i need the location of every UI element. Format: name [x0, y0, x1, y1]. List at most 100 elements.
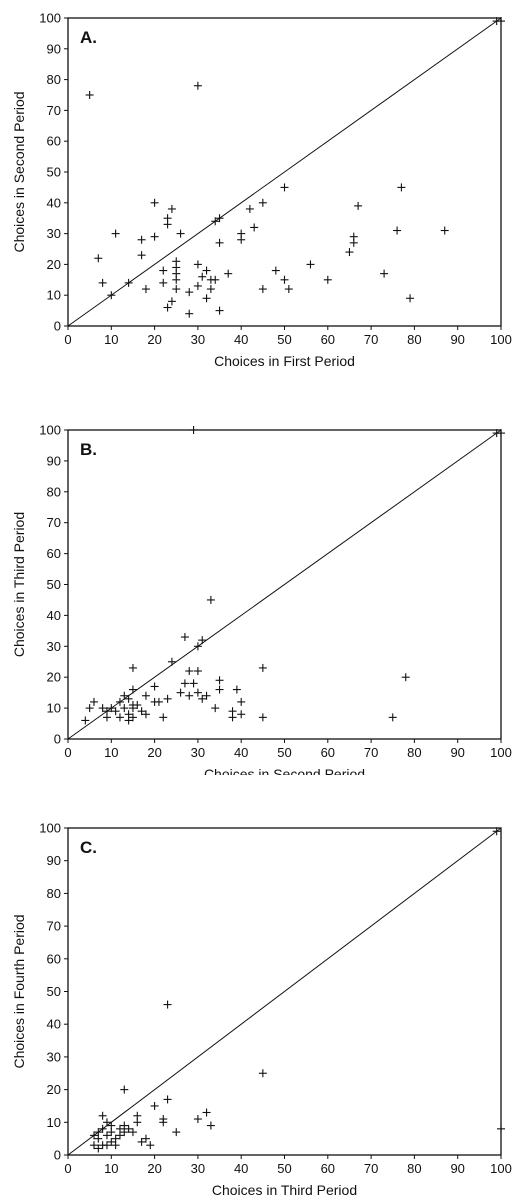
- panel-2-data-point: [102, 707, 111, 716]
- panel-2-data-point: [228, 713, 237, 722]
- panel-2-data-point: [189, 426, 198, 434]
- panel-2-data-point: [141, 691, 150, 700]
- panel-2-data-point: [202, 691, 211, 700]
- panel-1-data-point: [198, 272, 207, 281]
- panel-1-y-tick-label: 30: [47, 226, 61, 241]
- panel-1-y-tick-label: 40: [47, 195, 61, 210]
- panel-2-y-tick-label: 80: [47, 484, 61, 499]
- panel-1-data-point: [397, 183, 406, 192]
- panel-1-data-point: [440, 226, 449, 235]
- panel-1-data-point: [245, 204, 254, 213]
- panel-2-data-point: [198, 694, 207, 703]
- panel-2-data-point: [124, 694, 133, 703]
- panel-1-data-point: [137, 251, 146, 260]
- panel-3-data-point: [128, 1128, 137, 1137]
- panel-1-data-point: [306, 260, 315, 269]
- panel-1-data-point: [211, 275, 220, 284]
- panel-1-y-tick-label: 10: [47, 288, 61, 303]
- panel-1-y-tick-label: 80: [47, 72, 61, 87]
- panel-1-data-point: [94, 254, 103, 263]
- panel-2-data-point: [163, 694, 172, 703]
- panel-2-x-tick-label: 100: [490, 745, 512, 760]
- panel-2-data-point: [206, 595, 215, 604]
- panel-1-data-point: [345, 248, 354, 257]
- panel-3-y-tick-label: 30: [47, 1049, 61, 1064]
- panel-2-x-tick-label: 30: [191, 745, 205, 760]
- panel-3-x-tick-label: 20: [147, 1161, 161, 1176]
- panel-2-data-point: [497, 429, 505, 438]
- panel-1-data-point: [224, 269, 233, 278]
- panel-1-data-point: [98, 278, 107, 287]
- panel-1-data-point: [176, 229, 185, 238]
- panel-1-y-tick-label: 90: [47, 41, 61, 56]
- panel-2-y-tick-label: 90: [47, 453, 61, 468]
- panel-2-y-tick-label: 30: [47, 639, 61, 654]
- panel-1-data-point: [215, 214, 224, 223]
- panel-2-x-tick-label: 70: [364, 745, 378, 760]
- panel-1-data-point: [497, 17, 505, 26]
- panel-3-data-point: [120, 1128, 129, 1137]
- panel-2-data-point: [133, 701, 142, 710]
- panel-1-data-point: [172, 285, 181, 294]
- panel-2-data-point: [401, 673, 410, 682]
- panel-2-data-point: [141, 710, 150, 719]
- panel-2-data-point: [211, 704, 220, 713]
- panel-2-x-axis-label: Choices in Second Period: [204, 766, 365, 775]
- panel-1-x-tick-label: 90: [450, 332, 464, 347]
- panel-2-y-tick-label: 40: [47, 608, 61, 623]
- panel-3-data-point: [98, 1124, 107, 1133]
- panel-3-data-point: [120, 1085, 129, 1094]
- panel-1-panel-label: A.: [80, 28, 97, 47]
- panel-3-x-tick-label: 60: [321, 1161, 335, 1176]
- panel-3-data-point: [133, 1118, 142, 1127]
- panel-1-data-point: [107, 291, 116, 300]
- panel-1-data-point: [172, 275, 181, 284]
- panel-3-y-tick-label: 20: [47, 1082, 61, 1097]
- panel-1-data-point: [85, 91, 94, 99]
- panel-3-y-tick-label: 90: [47, 853, 61, 868]
- panel-1-data-point: [185, 288, 194, 297]
- panel-1-identity-line: [67, 17, 502, 327]
- panel-1-data-point: [215, 306, 224, 315]
- panel-1-y-axis-label: Choices in Second Period: [11, 91, 27, 252]
- panel-2-data-point: [388, 713, 397, 722]
- panel-3-y-tick-label: 10: [47, 1115, 61, 1130]
- panel-2-data-point: [185, 691, 194, 700]
- panel-3-data-point: [89, 1141, 98, 1150]
- panel-3-y-tick-label: 40: [47, 1017, 61, 1032]
- panel-1-data-point: [111, 229, 120, 238]
- panel-3-data-point: [98, 1111, 107, 1120]
- panel-2-y-tick-label: 60: [47, 546, 61, 561]
- panel-3-data-point: [497, 1124, 505, 1133]
- panel-1-data-point: [163, 220, 172, 229]
- panel-1-data-point: [137, 235, 146, 244]
- panel-3-x-tick-label: 10: [104, 1161, 118, 1176]
- panel-1-data-point: [150, 232, 159, 241]
- panel-1-x-tick-label: 0: [64, 332, 71, 347]
- panel-2-x-tick-label: 40: [234, 745, 248, 760]
- panel-3-x-axis-label: Choices in Third Period: [212, 1182, 357, 1197]
- panel-2-data-point: [128, 713, 137, 722]
- panel-1-x-tick-label: 10: [104, 332, 118, 347]
- panel-1-data-point: [349, 238, 358, 247]
- panel-1-y-tick-label: 100: [39, 11, 61, 26]
- panel-1-data-point: [193, 260, 202, 269]
- panel-1-data-point: [185, 309, 194, 318]
- panel-2-data-point: [115, 697, 124, 706]
- panel-1-data-point: [284, 285, 293, 294]
- panel-2-data-point: [89, 697, 98, 706]
- panel-3-data-point: [94, 1144, 103, 1153]
- panel-2-data-point: [258, 663, 267, 672]
- panel-1-data-point: [258, 285, 267, 294]
- panel-2-data-point: [180, 633, 189, 642]
- panel-2-data-point: [193, 667, 202, 676]
- scatter-panel-c: 0 10 20 30 40 50 60 70 80 90 100 0 10 20 30 40 50 60 70 80 9…: [11, 821, 512, 1197]
- panel-1-data-point: [141, 285, 150, 294]
- panel-3-x-tick-label: 50: [277, 1161, 291, 1176]
- panel-3-data-point: [163, 1095, 172, 1104]
- panel-2-data-point: [81, 716, 90, 725]
- panel-2-data-point: [180, 679, 189, 688]
- panel-1-data-point: [193, 281, 202, 290]
- panel-3-data-point: [107, 1137, 116, 1146]
- panel-3-data-point: [206, 1121, 215, 1130]
